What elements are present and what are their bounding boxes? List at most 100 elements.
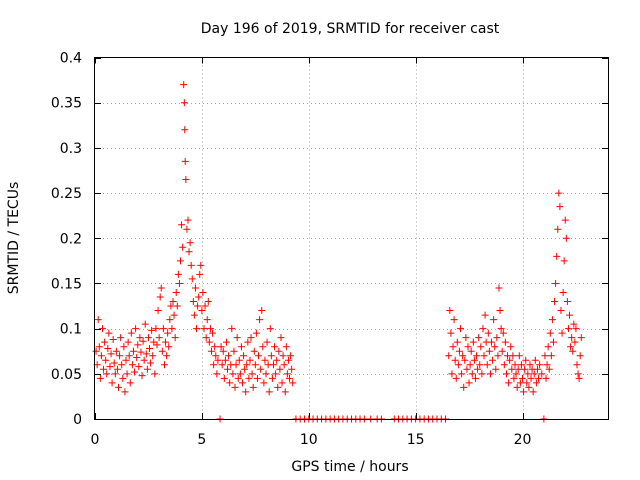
data-point (166, 316, 174, 324)
data-point (279, 352, 287, 360)
data-point (184, 216, 192, 224)
data-point (499, 329, 507, 337)
y-tick-label: 0.4 (60, 51, 82, 67)
data-point (465, 379, 473, 387)
data-point (502, 370, 510, 378)
data-point (515, 352, 523, 360)
data-point (221, 356, 229, 364)
data-point (187, 261, 195, 269)
x-tick-label: 10 (300, 432, 318, 448)
data-point (564, 325, 572, 333)
data-point (168, 325, 176, 333)
data-point (117, 334, 125, 342)
data-point (283, 370, 291, 378)
data-point (148, 326, 156, 334)
data-point (514, 365, 522, 373)
data-point (445, 352, 453, 360)
data-point (211, 343, 219, 351)
data-point (266, 325, 274, 333)
x-tick-label: 20 (514, 432, 532, 448)
data-point (496, 307, 504, 315)
data-point (567, 343, 575, 351)
data-point (467, 347, 475, 355)
data-point (128, 361, 136, 369)
data-point (112, 347, 120, 355)
data-point (158, 347, 166, 355)
data-point (190, 311, 198, 319)
data-point (167, 302, 175, 310)
data-point (511, 361, 519, 369)
data-point (475, 334, 483, 342)
data-point (257, 365, 265, 373)
data-point (106, 363, 114, 371)
data-point (177, 257, 184, 265)
data-point (160, 361, 168, 369)
data-point (576, 352, 584, 360)
data-point (505, 379, 513, 387)
data-point (463, 365, 471, 373)
data-point (248, 370, 256, 378)
data-point (501, 338, 509, 346)
data-point (149, 352, 157, 360)
data-point (277, 334, 285, 342)
data-point (175, 279, 183, 287)
data-point (533, 365, 541, 373)
data-point (485, 347, 493, 355)
data-point (261, 356, 269, 364)
data-point (560, 257, 568, 265)
data-point (210, 361, 218, 369)
data-point (259, 343, 267, 351)
data-point (115, 383, 123, 391)
data-point (144, 334, 152, 342)
data-point (462, 334, 470, 342)
data-point (480, 352, 488, 360)
data-point (242, 388, 250, 396)
data-point (194, 302, 202, 310)
data-point (282, 343, 290, 351)
data-point (544, 343, 552, 351)
y-tick-label: 0 (73, 412, 82, 428)
data-point (173, 302, 181, 310)
data-points (92, 81, 585, 423)
data-point (228, 325, 236, 333)
data-point (124, 338, 132, 346)
data-point (507, 343, 515, 351)
data-point (459, 352, 467, 360)
data-point (466, 361, 474, 369)
data-point (530, 370, 538, 378)
data-point (461, 356, 469, 364)
data-point (200, 325, 208, 333)
data-point (478, 370, 486, 378)
y-axis-label: SRMTID / TECUs (6, 182, 22, 295)
data-point (218, 361, 226, 369)
data-point (513, 383, 521, 391)
data-point (457, 325, 465, 333)
data-point (109, 335, 117, 343)
data-point (484, 329, 492, 337)
x-tick-label: 15 (407, 432, 425, 448)
data-point (181, 126, 189, 134)
data-point (146, 345, 154, 353)
data-point (141, 320, 149, 328)
data-point (189, 298, 197, 306)
data-point (204, 298, 212, 306)
data-point (526, 361, 534, 369)
data-point (250, 347, 258, 355)
data-point (165, 343, 173, 351)
data-point (180, 99, 188, 107)
data-point (493, 334, 501, 342)
data-point (224, 365, 232, 373)
data-point (181, 157, 189, 165)
data-point (289, 379, 297, 387)
data-point (174, 270, 182, 278)
data-point (454, 361, 462, 369)
data-point (212, 352, 220, 360)
data-point (531, 356, 539, 364)
data-point (557, 307, 565, 315)
data-point (522, 356, 530, 364)
data-point (126, 379, 134, 387)
data-point (191, 284, 199, 292)
data-point (232, 361, 240, 369)
data-point (153, 341, 161, 349)
data-point (563, 298, 571, 306)
